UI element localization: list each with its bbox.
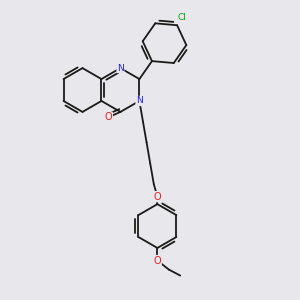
- Text: Cl: Cl: [178, 14, 187, 22]
- Text: O: O: [105, 112, 112, 122]
- Text: O: O: [154, 192, 161, 202]
- Text: N: N: [136, 97, 143, 106]
- Text: N: N: [117, 64, 124, 73]
- Text: O: O: [154, 256, 161, 266]
